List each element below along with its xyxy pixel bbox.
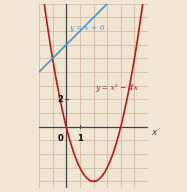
Text: y = x² − 4x: y = x² − 4x [95,84,138,93]
Text: 2: 2 [57,95,63,104]
Text: 0: 0 [57,134,63,143]
Text: y = x + 6: y = x + 6 [69,24,105,32]
Text: x: x [151,128,156,137]
Text: 1: 1 [77,134,83,143]
